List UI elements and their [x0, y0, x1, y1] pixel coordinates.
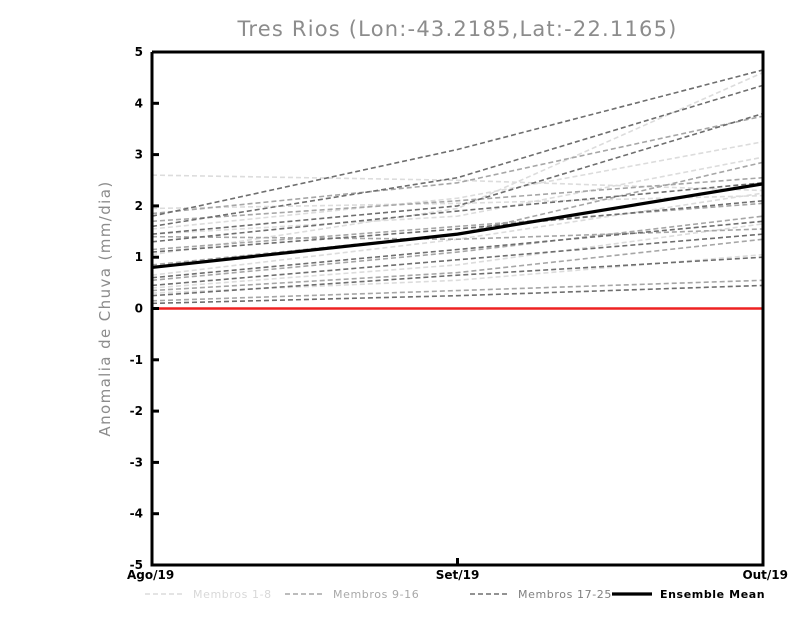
y-tick-label: 0 — [135, 302, 143, 316]
member-line — [151, 199, 764, 253]
member-line — [151, 69, 764, 217]
member-line — [151, 253, 764, 294]
member-line — [151, 284, 764, 305]
y-tick-label: 1 — [135, 250, 143, 264]
member-line — [151, 228, 764, 241]
legend-label: Membros 9-16 — [333, 588, 419, 601]
member-line — [151, 220, 764, 279]
member-line — [151, 215, 764, 282]
y-tick-layer: 5 4 3 2 1 0 -1 -2 -3 -4 -5 — [130, 45, 159, 572]
member-line — [151, 279, 764, 302]
legend-label: Membros 17-25 — [518, 588, 612, 601]
chart-title: Tres Rios (Lon:-43.2185,Lat:-22.1165) — [236, 17, 677, 41]
member-line — [151, 71, 764, 256]
member-line — [151, 256, 764, 297]
member-line — [151, 174, 764, 192]
y-tick-label: 5 — [135, 45, 143, 59]
legend-layer: Membros 1-8 Membros 9-16 Membros 17-25 Ense… — [145, 588, 765, 601]
y-tick-label: -1 — [130, 353, 143, 367]
member-line — [151, 223, 764, 289]
y-axis-label: Anomalia de Chuva (mm/dia) — [96, 180, 114, 436]
legend-label: Membros 1-8 — [193, 588, 272, 601]
y-tick-label: -5 — [130, 558, 143, 572]
member-line — [151, 140, 764, 230]
member-line — [151, 238, 764, 292]
x-tick-layer: Ago/19 Set/19 Out/19 — [127, 558, 788, 582]
y-tick-label: -2 — [130, 404, 143, 418]
member-line — [151, 84, 764, 228]
member-line — [151, 115, 764, 215]
member-line — [151, 194, 764, 210]
ensemble-mean-line — [151, 182, 764, 270]
y-tick-label: 4 — [135, 96, 143, 110]
x-tick-label: Set/19 — [436, 568, 480, 582]
series-layer — [151, 69, 764, 305]
y-tick-label: 3 — [135, 148, 143, 162]
member-line — [151, 182, 764, 243]
y-tick-label: -3 — [130, 455, 143, 469]
x-tick-label: Out/19 — [742, 568, 788, 582]
y-tick-label: -4 — [130, 507, 143, 521]
legend-label: Ensemble Mean — [660, 588, 765, 601]
member-line — [151, 202, 764, 251]
member-line — [151, 112, 764, 235]
member-line — [151, 233, 764, 287]
y-tick-label: 2 — [135, 199, 143, 213]
x-tick-label: Ago/19 — [127, 568, 174, 582]
member-line — [151, 176, 764, 223]
member-line — [151, 156, 764, 235]
